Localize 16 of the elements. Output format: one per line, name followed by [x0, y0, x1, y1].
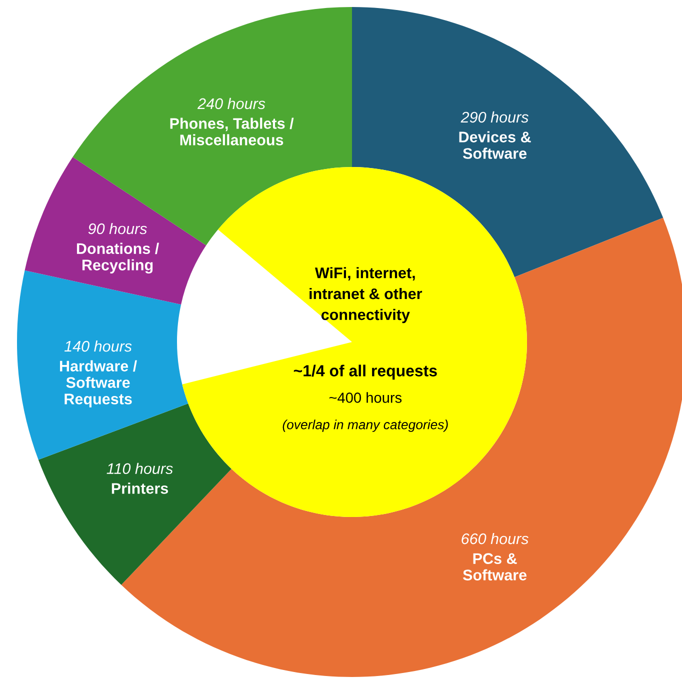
text: ~400 hours [329, 392, 402, 403]
data-label: 140 hours [64, 340, 132, 352]
data-label: 90 hours [88, 222, 147, 234]
slice-label: Donations / Recycling [76, 242, 159, 274]
slice-label: PCs & Software [462, 553, 527, 580]
text: ~1/4 of all requests [294, 364, 437, 380]
slice-label: Hardware / Software Requests [60, 360, 137, 408]
data-label: 240 hours [197, 98, 266, 110]
data-label: 660 hours [462, 532, 528, 544]
data-label: 110 hours [106, 462, 173, 474]
text: (overlap in many categories) [282, 420, 448, 432]
text: WiFi, internet, intranet & other connectivity [310, 267, 422, 324]
slice-label: Printers [112, 482, 168, 494]
data-label: 290 hours [460, 111, 528, 123]
slice-label: Phones, Tablets / Miscellaneous [170, 118, 294, 146]
slice-label: Devices & Software [459, 131, 531, 159]
